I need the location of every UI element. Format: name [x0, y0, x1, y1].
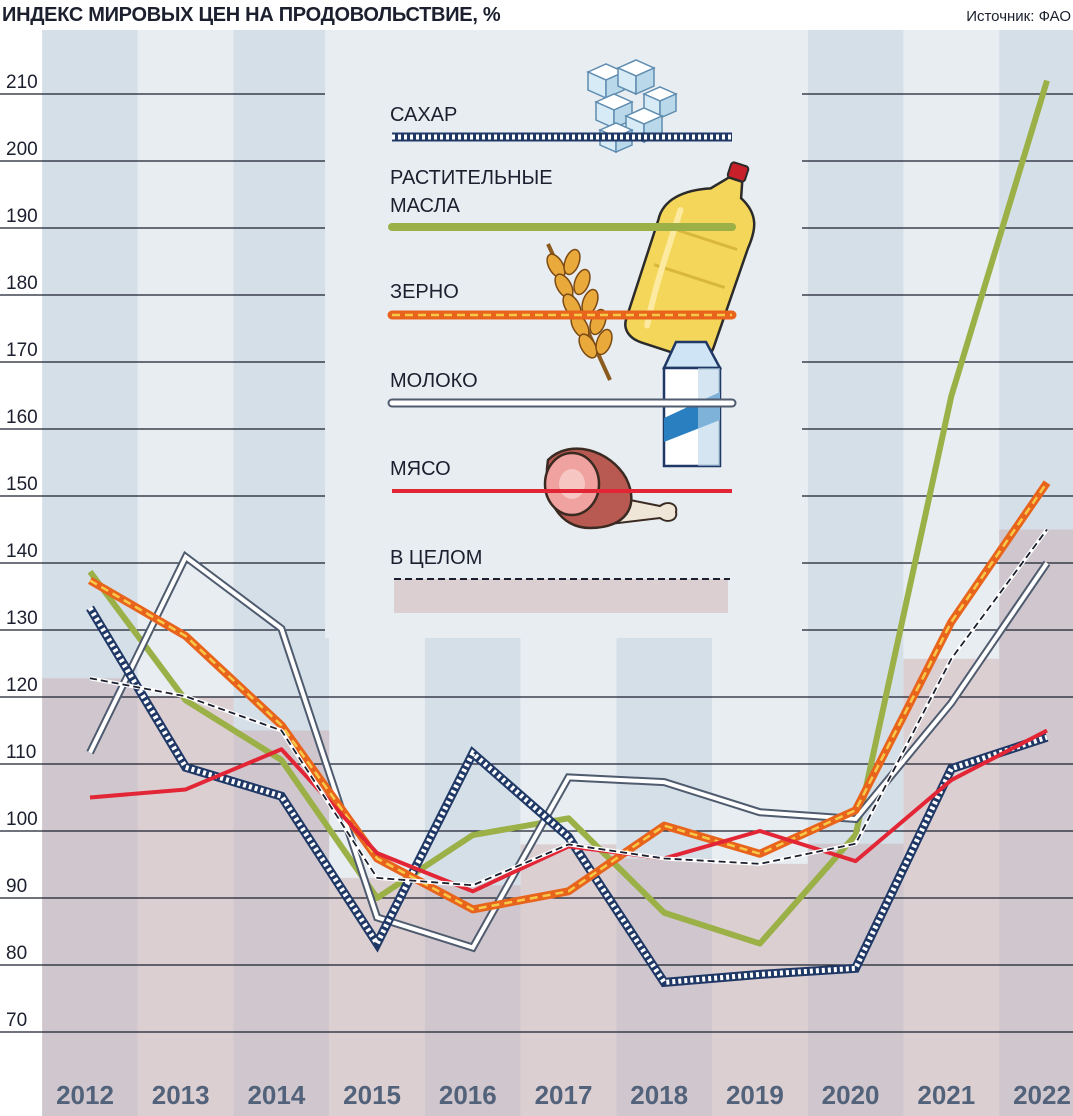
x-tick-label: 2021	[917, 1080, 975, 1110]
y-tick-label: 140	[6, 541, 38, 562]
year-band-2014	[233, 30, 330, 1116]
legend-item-sugar: САХАР	[390, 104, 732, 142]
y-tick-label: 100	[6, 809, 38, 830]
y-tick-label: 160	[6, 407, 38, 428]
x-tick-label: 2018	[630, 1080, 688, 1110]
series-oil	[87, 79, 1050, 947]
y-tick-label: 120	[6, 675, 38, 696]
legend-item-meat: МЯСО	[390, 458, 732, 493]
legend-label: РАСТИТЕЛЬНЫЕ	[390, 167, 553, 189]
y-tick-label: 80	[6, 943, 27, 964]
milk-carton-icon	[662, 340, 723, 468]
y-tick-label: 190	[6, 206, 38, 227]
food-price-chart: 70 80 90 100 110 120 130 140 150 160 170 180 190 200 2…	[0, 30, 1073, 1116]
x-tick-label: 2016	[439, 1080, 497, 1110]
sugar-icon	[586, 59, 678, 154]
y-tick-label: 150	[6, 474, 38, 495]
y-tick-label: 170	[6, 340, 38, 361]
series-overall-line	[89, 528, 1048, 887]
y-tick-label: 90	[6, 876, 27, 897]
legend-label: МОЛОКО	[390, 370, 478, 392]
legend-item-overall: В ЦЕЛОМ	[390, 547, 730, 613]
year-band-2013	[137, 30, 234, 1116]
x-tick-label: 2012	[56, 1080, 114, 1110]
legend-panel-background	[325, 30, 802, 638]
series-cereal-dashes	[89, 481, 1049, 911]
chart-title: ИНДЕКС МИРОВЫХ ЦЕН НА ПРОДОВОЛЬСТВИЕ, %	[2, 4, 501, 26]
series-cereal	[87, 480, 1051, 914]
legend-item-cereal: ЗЕРНО	[387, 281, 737, 320]
legend-label: В ЦЕЛОМ	[390, 547, 482, 569]
series-overall	[89, 528, 1049, 888]
x-tick-label: 2015	[343, 1080, 401, 1110]
legend-item-oil: РАСТИТЕЛЬНЫЕ МАСЛА	[388, 167, 736, 231]
year-band-2020	[807, 30, 904, 1116]
legend-label: ЗЕРНО	[390, 281, 459, 303]
source-note: Источник: ФАО	[966, 8, 1071, 25]
series-sugar	[86, 605, 1049, 988]
legend-label: САХАР	[390, 104, 457, 126]
y-tick-label: 200	[6, 139, 38, 160]
legend-label: МАСЛА	[390, 195, 460, 217]
y-tick-label: 70	[6, 1010, 27, 1031]
y-tick-label: 130	[6, 608, 38, 629]
y-tick-label: 110	[6, 742, 36, 763]
x-tick-label: 2022	[1013, 1080, 1071, 1110]
legend-swatch-area	[394, 579, 728, 613]
x-tick-label: 2013	[152, 1080, 210, 1110]
y-tick-label: 210	[6, 72, 38, 93]
legend-item-dairy: МОЛОКО	[387, 370, 737, 408]
x-tick-label: 2014	[247, 1080, 305, 1110]
series-oil-line	[87, 79, 1050, 947]
series-sugar-dashes	[87, 606, 1048, 986]
legend-label: МЯСО	[390, 458, 451, 480]
x-tick-label: 2019	[726, 1080, 784, 1110]
x-tick-label: 2020	[822, 1080, 880, 1110]
x-tick-label: 2017	[535, 1080, 593, 1110]
y-tick-label: 180	[6, 273, 38, 294]
